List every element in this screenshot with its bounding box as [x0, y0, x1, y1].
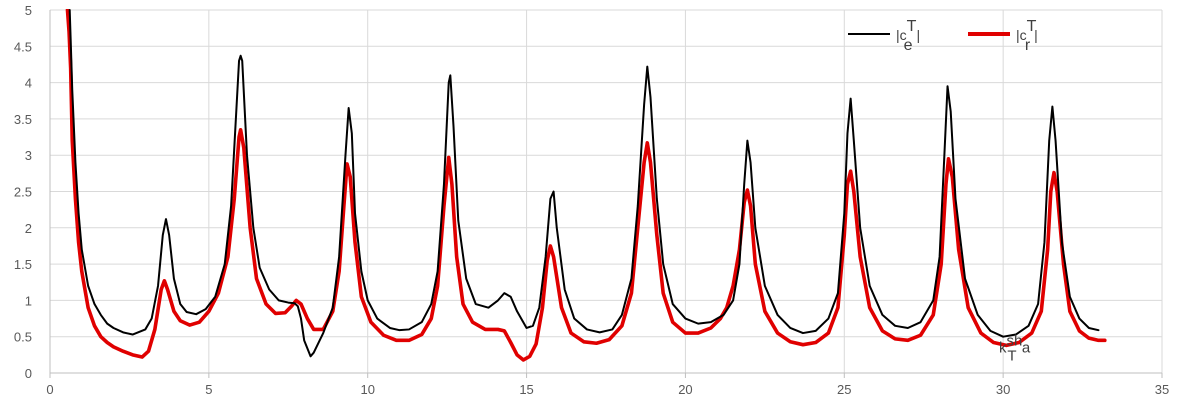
x-tick-label: 20: [678, 382, 692, 397]
y-tick-label: 2.5: [14, 185, 32, 200]
x-tick-label: 15: [519, 382, 533, 397]
gridlines: [50, 9, 1163, 373]
y-tick-label: 1: [25, 293, 32, 308]
x-tick-label: 10: [360, 382, 374, 397]
y-tick-label: 2: [25, 221, 32, 236]
x-tick-label: 25: [837, 382, 851, 397]
x-tick-label: 35: [1155, 382, 1169, 397]
y-tick-label: 4: [25, 76, 32, 91]
axes: 0 5 10 15 20 25 30 35 0 0.5 1 1.5 2 2.5 3 3.5 4 4.5 5: [14, 3, 1169, 397]
y-tick-label: 3: [25, 148, 32, 163]
legend-label: |cT e|: [896, 18, 920, 54]
y-tick-label: 0: [25, 366, 32, 381]
y-tick-label: 4.5: [14, 39, 32, 54]
legend: |cT e| |cT r|: [848, 18, 1038, 54]
y-tick-label: 5: [25, 3, 32, 18]
x-tick-label: 5: [205, 382, 212, 397]
y-tick-label: 1.5: [14, 257, 32, 272]
legend-item-ce: |cT e|: [848, 18, 920, 54]
series-line-black: [68, 9, 1100, 358]
x-tick-label: 30: [996, 382, 1010, 397]
y-tick-label: 3.5: [14, 112, 32, 127]
x-tick-label: 0: [46, 382, 53, 397]
legend-label: |cT r|: [1016, 18, 1038, 54]
y-tick-label: 0.5: [14, 330, 32, 345]
series-line-red: [65, 9, 1107, 362]
plot-series: [65, 9, 1107, 362]
legend-item-cr: |cT r|: [968, 18, 1038, 54]
